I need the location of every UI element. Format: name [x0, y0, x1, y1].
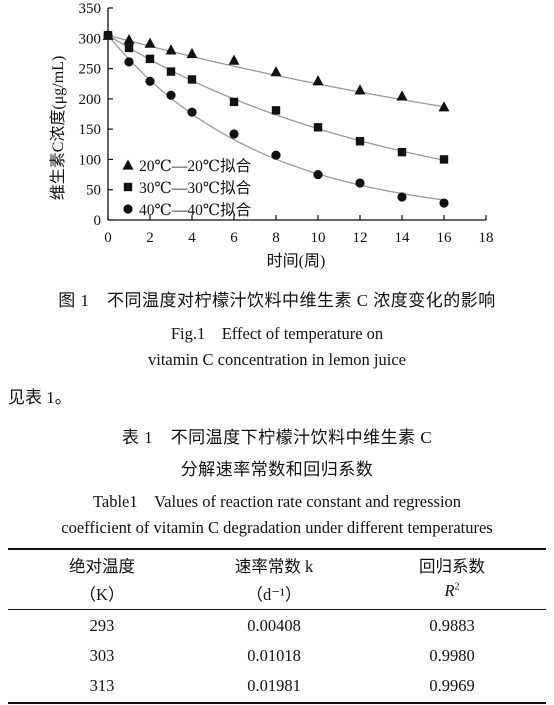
header-temperature: 绝对温度 — [69, 557, 135, 576]
y-tick-label: 300 — [79, 31, 102, 47]
x-tick-label: 18 — [479, 230, 494, 246]
cell-r2: 0.9883 — [429, 616, 475, 635]
figure-caption-en-line2: vitamin C concentration in lemon juice — [148, 350, 406, 369]
x-tick-label: 8 — [272, 230, 280, 246]
header-rate-unit: （d⁻¹） — [246, 585, 302, 604]
x-tick-label: 16 — [437, 230, 453, 246]
data-point — [229, 129, 239, 139]
x-tick-label: 4 — [188, 230, 196, 246]
header-temperature-unit: （K） — [79, 585, 125, 604]
data-points — [102, 29, 450, 208]
concentration-chart: 0 50 100 150 200 250 300 350 0 2 4 6 8 10 12 14 16 18 20℃… — [49, 1, 494, 270]
data-point — [187, 107, 197, 117]
data-point — [229, 97, 239, 107]
y-tick-label: 100 — [79, 152, 102, 168]
legend-marker — [122, 159, 134, 170]
chart-legend: 20℃—20℃拟合 30℃—30℃拟合 40℃—40℃拟合 — [122, 157, 252, 219]
r-exponent: 2 — [454, 581, 460, 593]
x-axis-title: 时间(周) — [267, 252, 326, 270]
y-tick-label: 0 — [94, 213, 102, 229]
data-point — [187, 75, 197, 84]
data-point — [166, 67, 176, 76]
data-point — [355, 137, 365, 146]
data-point — [313, 169, 323, 180]
header-regression: 回归系数 — [419, 557, 485, 576]
x-tick-label: 14 — [395, 230, 411, 246]
table-mid-rule — [8, 609, 546, 610]
header-rate-constant: 速率常数 k — [234, 557, 314, 576]
y-tick-label: 50 — [86, 183, 101, 199]
y-tick-label: 250 — [79, 62, 102, 78]
data-point — [124, 43, 134, 53]
r-symbol: R — [444, 581, 455, 600]
data-point — [271, 150, 281, 160]
figure-caption-en-line1: Fig.1 Effect of temperature on — [170, 324, 384, 343]
legend-marker — [123, 182, 133, 192]
x-tick-label: 0 — [104, 230, 112, 246]
legend-label: 30℃—30℃拟合 — [139, 179, 252, 197]
data-point — [144, 37, 156, 48]
x-tick-label: 2 — [146, 230, 154, 246]
data-point — [270, 66, 282, 77]
data-point — [166, 90, 176, 100]
y-axis-title: 维生素C浓度(μg/mL) — [49, 56, 67, 201]
data-point — [123, 33, 135, 45]
cell-rate: 0.01018 — [247, 646, 301, 665]
data-point — [397, 147, 407, 157]
y-tick-label: 350 — [79, 1, 102, 17]
table-caption-en-line1: Table1 Values of reaction rate constant … — [92, 492, 462, 511]
cell-rate: 0.00408 — [247, 616, 301, 635]
data-point — [439, 198, 449, 208]
cell-temperature: 313 — [89, 676, 115, 695]
data-point — [439, 155, 449, 164]
cell-rate: 0.01981 — [247, 676, 301, 695]
fit-curve — [107, 34, 445, 201]
data-point — [145, 76, 155, 86]
body-text: 见表 1。 — [8, 388, 72, 407]
chart-axes: 0 50 100 150 200 250 300 350 0 2 4 6 8 10 12 14 16 18 — [79, 1, 494, 246]
data-point — [312, 75, 324, 86]
legend-marker — [123, 204, 133, 214]
data-point — [186, 47, 198, 59]
data-point — [271, 106, 281, 115]
data-point — [165, 44, 177, 55]
table-caption-en-line2: coefficient of vitamin C degradation und… — [61, 518, 493, 537]
table-bottom-rule — [8, 702, 546, 704]
header-regression-symbol: R2 — [362, 581, 542, 601]
data-point — [228, 54, 240, 65]
cell-r2: 0.9980 — [429, 646, 475, 665]
table-top-rule — [8, 548, 546, 550]
legend-label: 20℃—20℃拟合 — [139, 157, 252, 175]
fit-curves — [107, 34, 445, 201]
data-point — [313, 123, 323, 132]
fit-curve — [107, 34, 445, 161]
legend-label: 40℃—40℃拟合 — [139, 201, 252, 219]
cell-temperature: 303 — [89, 646, 115, 665]
figure-caption-cn: 图 1 不同温度对柠檬汁饮料中维生素 C 浓度变化的影响 — [58, 291, 496, 310]
cell-r2: 0.9969 — [429, 676, 475, 695]
data-point — [124, 57, 134, 67]
data-point — [355, 178, 365, 188]
data-point — [354, 84, 366, 95]
y-tick-label: 200 — [79, 92, 102, 108]
x-tick-label: 10 — [311, 230, 326, 246]
data-point — [397, 192, 407, 202]
x-tick-label: 6 — [230, 230, 238, 246]
x-tick-label: 12 — [353, 230, 368, 246]
table-caption-cn-line1: 表 1 不同温度下柠檬汁饮料中维生素 C — [121, 428, 433, 447]
data-point — [103, 30, 113, 40]
y-tick-label: 150 — [79, 122, 102, 138]
data-point — [145, 54, 155, 64]
table-caption-cn-line2: 分解速率常数和回归系数 — [180, 460, 374, 479]
data-point — [438, 101, 450, 112]
data-point — [396, 90, 408, 101]
cell-temperature: 293 — [89, 616, 115, 635]
